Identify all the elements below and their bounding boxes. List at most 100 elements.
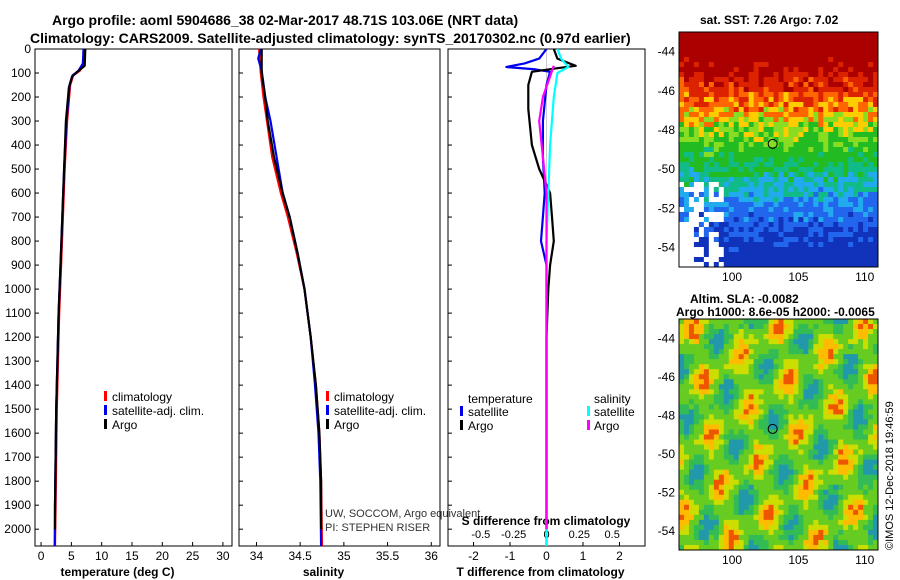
sst-map-cell bbox=[768, 207, 774, 213]
sla-map-cell bbox=[873, 484, 879, 491]
sst-map-cell bbox=[868, 127, 874, 133]
sst-map-cell bbox=[783, 82, 789, 88]
sla-map-cell bbox=[833, 359, 839, 365]
sst-map-cell bbox=[688, 57, 695, 63]
sst-map-cell bbox=[753, 187, 760, 193]
sla-map-cell bbox=[768, 519, 774, 526]
sst-map-cell bbox=[858, 137, 864, 143]
sla-map-cell bbox=[863, 464, 869, 471]
sla-map-cell bbox=[728, 354, 735, 360]
sla-map-cell bbox=[863, 319, 869, 325]
sla-map-cell bbox=[723, 434, 730, 440]
sst-map-cell bbox=[753, 162, 760, 168]
sst-map-cell bbox=[718, 82, 725, 88]
sla-map-cell bbox=[738, 394, 745, 400]
sla-map-cell bbox=[793, 484, 799, 491]
sla-map-cell bbox=[788, 464, 794, 471]
sst-map-cell bbox=[768, 102, 774, 108]
sst-map-cell bbox=[683, 222, 690, 228]
sst-map-cell bbox=[688, 177, 695, 183]
sst-map-cell bbox=[679, 57, 685, 63]
depth-tick-label: 1600 bbox=[4, 426, 31, 440]
sla-map-cell bbox=[873, 524, 879, 531]
sla-map-cell bbox=[873, 489, 879, 496]
sla-map-cell bbox=[713, 449, 720, 455]
sst-map-cell bbox=[858, 92, 864, 98]
sst-map-cell bbox=[718, 132, 725, 138]
sla-map-cell bbox=[768, 479, 774, 486]
sst-map-cell bbox=[798, 92, 804, 98]
sst-map-cell bbox=[833, 232, 839, 238]
sla-map-cell bbox=[758, 544, 764, 551]
sla-map-cell bbox=[788, 494, 794, 501]
legend-entry-2: Argo bbox=[334, 418, 360, 432]
sla-map-cell bbox=[733, 454, 740, 461]
sla-map-cell bbox=[708, 324, 715, 330]
sst-map-cell bbox=[843, 62, 849, 68]
differences-xtick-label: -2 bbox=[468, 549, 479, 563]
sst-map-cell bbox=[848, 147, 854, 153]
sst-map-cell bbox=[833, 97, 839, 103]
sst-map-lat-label: -46 bbox=[658, 84, 676, 98]
sst-map-cell bbox=[679, 252, 685, 258]
sla-map-cell bbox=[708, 449, 715, 455]
sst-map-cell bbox=[778, 222, 784, 228]
sla-map-cell bbox=[708, 414, 715, 420]
sst-map-cell bbox=[793, 107, 799, 113]
sla-map-cell bbox=[693, 349, 700, 355]
sla-map-cell bbox=[833, 454, 839, 461]
sla-map-cell bbox=[848, 479, 854, 486]
sst-map-cell bbox=[753, 207, 760, 213]
sla-map-cell bbox=[753, 514, 760, 521]
sst-map-cell bbox=[763, 167, 769, 173]
sst-map-cell bbox=[698, 222, 705, 228]
sst-map-cell bbox=[863, 87, 869, 93]
sst-map-cell bbox=[703, 137, 710, 143]
sla-map-cell bbox=[778, 539, 784, 546]
sla-map-cell bbox=[688, 484, 695, 491]
sst-map-cell bbox=[698, 127, 705, 133]
sla-map-cell bbox=[748, 384, 755, 390]
sla-map-cell bbox=[828, 409, 834, 415]
sst-map-cell bbox=[723, 212, 730, 218]
sst-map-cell bbox=[843, 262, 849, 268]
sst-map-cell bbox=[698, 82, 705, 88]
sla-map-cell bbox=[758, 409, 764, 415]
sla-map-cell bbox=[838, 414, 844, 420]
temperature-axes bbox=[34, 48, 233, 547]
sst-map-cell bbox=[828, 187, 834, 193]
sst-map-cell bbox=[698, 207, 705, 213]
sla-map-cell bbox=[853, 464, 859, 471]
sla-map-cell bbox=[853, 409, 859, 415]
sla-map-cell bbox=[728, 459, 735, 466]
sla-map-cell bbox=[718, 489, 725, 496]
sst-map-cell bbox=[783, 237, 789, 243]
sst-map-cell bbox=[868, 62, 874, 68]
sst-map-cell bbox=[708, 37, 715, 43]
sst-map-cell bbox=[733, 212, 740, 218]
sla-map-cell bbox=[818, 454, 824, 461]
sla-map-cell bbox=[723, 344, 730, 350]
sla-map-cell bbox=[768, 374, 774, 380]
sst-map-cell bbox=[813, 117, 819, 123]
sst-map-cell bbox=[838, 187, 844, 193]
sla-map-lon-label: 100 bbox=[722, 553, 742, 567]
sst-map-cell bbox=[788, 117, 794, 123]
sst-map-cell bbox=[823, 222, 829, 228]
sst-map-cell bbox=[783, 212, 789, 218]
sla-map-cell bbox=[733, 384, 740, 390]
sla-map-cell bbox=[773, 469, 779, 476]
sst-map-cell bbox=[873, 32, 879, 38]
sst-map-cell bbox=[703, 97, 710, 103]
sst-map-cell bbox=[708, 237, 715, 243]
sla-map-cell bbox=[738, 434, 745, 440]
sst-map-cell bbox=[808, 57, 814, 63]
sla-map-cell bbox=[688, 399, 695, 405]
sst-map-cell bbox=[683, 102, 690, 108]
sst-map-cell bbox=[808, 202, 814, 208]
sla-map-cell bbox=[748, 439, 755, 445]
sst-map-cell bbox=[873, 57, 879, 63]
sst-map-cell bbox=[808, 117, 814, 123]
sla-map-cell bbox=[863, 449, 869, 455]
sst-map-cell bbox=[683, 152, 690, 158]
